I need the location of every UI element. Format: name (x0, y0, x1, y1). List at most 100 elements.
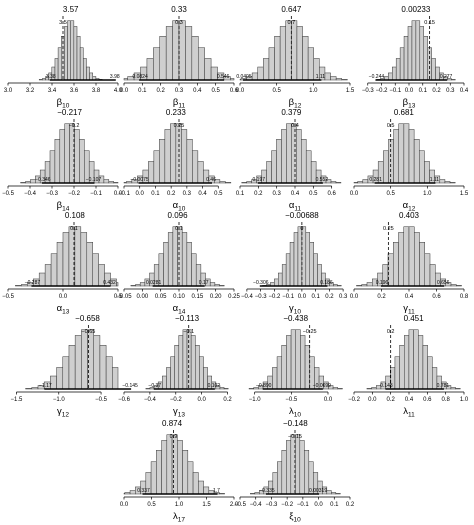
histogram-panel: −0.00688 0 −0.306 0.186 −0.4 −0.3 −0.2 −0.1 0.0 0… (241, 211, 348, 316)
histogram-bar (335, 78, 342, 81)
histogram-bar (113, 182, 119, 184)
interval-lower-label: −0.287 (25, 280, 41, 286)
histogram-bar (279, 26, 286, 81)
parameter-axis-label: λ11 (403, 406, 415, 419)
histogram-bar (153, 47, 161, 81)
parameter-axis-label: β10 (57, 97, 70, 110)
x-tick-label: 0.2 (167, 191, 176, 197)
reference-value-label: 0.9 (170, 434, 178, 440)
posterior-mean-label: 0.681 (394, 108, 415, 117)
x-tick-label: 0.2 (254, 191, 263, 197)
x-tick-label: 0.0 (350, 191, 359, 197)
histogram-bar (214, 284, 220, 287)
histogram-bar (278, 272, 283, 287)
histogram-panel: 0.451 0.2 0.143 0.781 −0.2 0.0 0.2 0.4 0.6 0.8 1.0… (348, 314, 469, 419)
histogram-bar (449, 182, 456, 184)
x-tick-label: 3.0 (4, 88, 13, 94)
interval-upper-label: −0.107 (86, 177, 102, 183)
histogram-bar (331, 492, 337, 495)
histogram-bar (313, 253, 318, 287)
reference-value-label: 0.2 (387, 329, 395, 335)
x-tick-label: −0.5 (2, 294, 15, 300)
histogram-bar (403, 226, 410, 287)
histogram-bar (79, 47, 84, 81)
histogram-bar (398, 123, 405, 184)
posterior-mean-label: −0.113 (175, 314, 200, 323)
histogram-bar (108, 181, 114, 184)
histogram-bar (393, 242, 399, 287)
x-tick-label: 3.8 (92, 88, 101, 94)
histogram-bar (333, 284, 338, 287)
x-tick-label: 0.8 (460, 294, 469, 300)
histogram-bar (112, 367, 119, 390)
x-tick-label: −0.3 (46, 191, 59, 197)
histogram-bar (192, 472, 199, 495)
histogram-bar (186, 242, 192, 287)
histogram-bar (56, 242, 64, 287)
posterior-mean-label: 0.096 (168, 211, 189, 220)
histogram-bar (241, 182, 247, 184)
histogram-bar (413, 139, 420, 184)
x-tick-label: 0.1 (236, 191, 245, 197)
x-tick-label: 0.0 (59, 294, 68, 300)
interval-lower-label: 0.196 (376, 280, 389, 286)
x-tick-label: −0.3 (255, 294, 268, 300)
parameter-axis-label: α10 (173, 200, 186, 213)
histogram-bar (62, 232, 70, 287)
x-tick-label: 0.0 (236, 88, 245, 94)
x-tick-label: 0.6 (432, 294, 441, 300)
histogram-bar (297, 226, 303, 287)
histogram-bar (56, 367, 64, 390)
posterior-mean-label: 0.00233 (401, 5, 430, 14)
reference-value-label: −0.2 (69, 123, 80, 129)
histogram-bar (50, 253, 58, 287)
histogram-bar (451, 79, 456, 81)
histogram-bar (181, 232, 188, 287)
x-tick-label: 0.6 (423, 397, 432, 403)
histogram-panel: 0.33 0.3 0.0824 0.546 0.0 0.1 0.2 0.3 0.4 0.5 0.6 β… (120, 5, 239, 110)
histogram-bar (295, 329, 301, 390)
histogram-bar (335, 182, 342, 184)
histogram-bar (99, 345, 107, 390)
x-tick-label: 0.0 (197, 397, 206, 403)
x-tick-label: 0.1 (151, 191, 160, 197)
posterior-mean-label: 0.233 (166, 108, 187, 117)
histogram-bar (166, 434, 173, 495)
histogram-bar (76, 36, 81, 81)
histogram-panel: −0.113 −0.1 −0.37 0.102 −0.6 −0.4 −0.2 0.0 0.2 γ1… (118, 314, 232, 419)
histogram-panel: 0.096 0.1 0.0281 0.17 −0.05 0.00 0.05 0.10 0.15 0… (116, 211, 240, 316)
histogram-bar (81, 329, 88, 390)
x-tick-label: 0.2 (432, 88, 441, 94)
x-tick-label: 0.2 (377, 294, 386, 300)
interval-lower-label: 0.143 (380, 383, 393, 389)
histogram-bar (187, 461, 194, 495)
histogram-bar (198, 480, 204, 495)
interval-lower-label: −0.306 (253, 280, 269, 286)
histogram-panel: 0.874 0.9 0.337 1.7 0.0 0.5 1.0 1.5 2.0 λ17 (120, 419, 239, 524)
x-tick-label: −0.4 (144, 397, 157, 403)
posterior-mean-label: −0.148 (283, 419, 308, 428)
histogram-bar (135, 284, 141, 287)
x-tick-label: 0.5 (386, 191, 395, 197)
x-tick-label: 0.3 (339, 294, 348, 300)
histogram-bar (301, 226, 307, 287)
histogram-bar (387, 253, 394, 287)
x-tick-label: −0.1 (90, 191, 103, 197)
histogram-bar (198, 47, 205, 81)
histogram-bar (300, 335, 306, 390)
histogram-panel: 0.233 0.25 −0.0075 0.46 −0.1 0.0 0.1 0.2 0.3 0.4 0… (118, 108, 232, 213)
histogram-bar (403, 123, 410, 184)
x-tick-label: −0.1 (282, 294, 295, 300)
histogram-bar (362, 179, 369, 184)
reference-value-label: 0.4 (291, 123, 299, 129)
histogram-bar (408, 129, 415, 184)
histogram-bar (20, 182, 26, 184)
histogram-bar (192, 150, 199, 184)
parameter-axis-label: β12 (289, 97, 302, 110)
x-tick-label: 0.1 (311, 294, 320, 300)
histogram-bar (38, 79, 43, 81)
histogram-bar (274, 278, 279, 287)
histogram-panel: 0.108 0.1 −0.287 0.432 −0.5 0.0 0.5 α13 (2, 211, 123, 316)
histogram-bar (419, 150, 425, 184)
parameter-axis-label: γ10 (289, 303, 301, 316)
